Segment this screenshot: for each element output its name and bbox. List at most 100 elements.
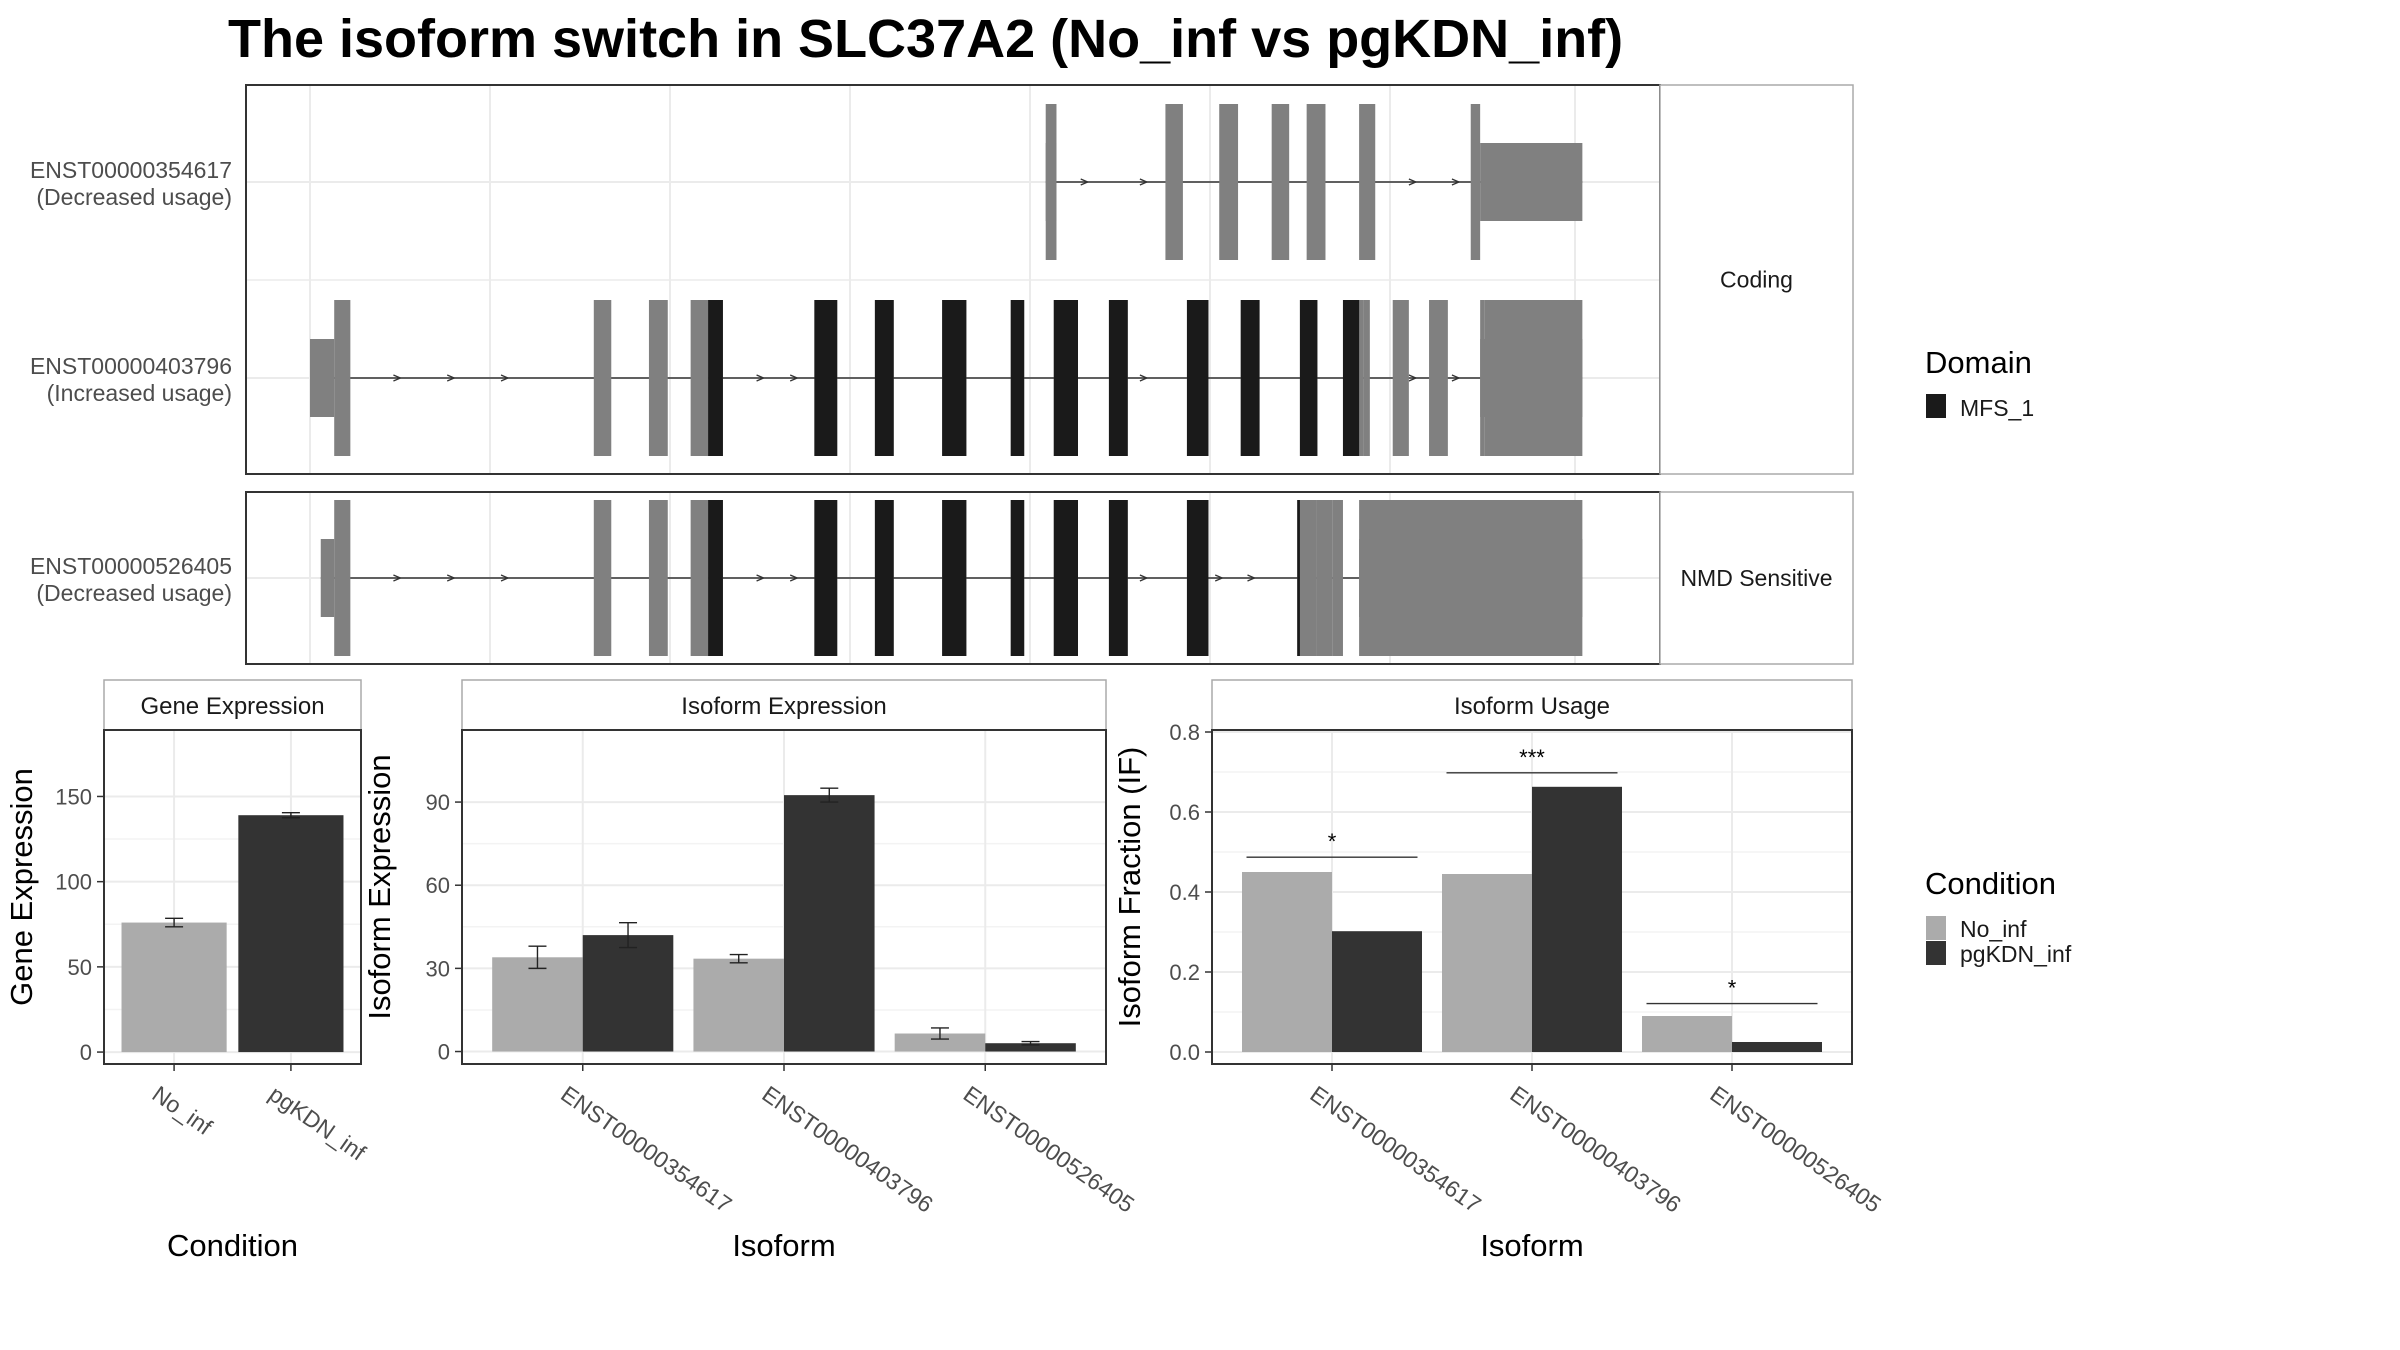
- exon-block: [648, 500, 668, 656]
- transcript-usage-label: (Increased usage): [47, 380, 232, 406]
- exon-block: [690, 500, 709, 656]
- domain-block-mfs1: [814, 300, 838, 456]
- direction-arrow: [1139, 574, 1149, 582]
- bar-enst00000354617: [1332, 931, 1422, 1052]
- domain-block-mfs1: [1053, 300, 1078, 456]
- direction-arrow: [789, 374, 799, 382]
- transcript-usage-label: (Decreased usage): [36, 580, 232, 606]
- x-tick-label: ENST00000526405: [959, 1081, 1139, 1218]
- domain-block-mfs1: [708, 300, 723, 456]
- domain-block-mfs1: [942, 500, 967, 656]
- x-axis-title: Condition: [167, 1228, 298, 1263]
- chart-title: Gene Expression: [140, 693, 324, 720]
- direction-arrow: [789, 574, 799, 582]
- utr-block: [320, 539, 335, 617]
- exon-block: [1429, 300, 1448, 456]
- facet-strip: [1659, 84, 1854, 475]
- exon-block: [334, 300, 351, 456]
- exon-block: [1359, 500, 1583, 656]
- bar-enst00000403796: [784, 795, 875, 1052]
- significance-label: *: [1328, 829, 1337, 854]
- exon-block: [1299, 500, 1317, 656]
- facet-strip-label: Coding: [1720, 267, 1793, 293]
- x-tick-label: ENST00000403796: [757, 1081, 937, 1218]
- y-tick-label: 90: [426, 790, 450, 815]
- plot-panel-border: [103, 729, 362, 1065]
- y-tick-label: 60: [426, 873, 450, 898]
- condition-legend-title: Condition: [1925, 866, 2056, 901]
- domain-block-mfs1: [1108, 300, 1128, 456]
- exon-block: [1306, 104, 1326, 260]
- exon-block: [1484, 300, 1583, 456]
- bar-enst00000354617: [582, 935, 674, 1052]
- domain-block-mfs1: [942, 300, 967, 456]
- bar-enst00000354617: [1242, 872, 1332, 1052]
- direction-arrow: [1451, 374, 1461, 382]
- exon-block: [1271, 104, 1290, 260]
- domain-block-mfs1: [814, 500, 838, 656]
- direction-arrow: [1214, 574, 1224, 582]
- bar-chart-isoform-expression: Isoform Expression 0 30 60 90 ENST00000354617…: [362, 679, 1139, 1263]
- bar-enst00000526405: [894, 1033, 986, 1052]
- legends: Domain MFS_1 Condition No_inf pgKDN_inf: [1925, 345, 2072, 967]
- domain-block-mfs1: [1299, 300, 1318, 456]
- direction-arrow: [1408, 178, 1418, 186]
- direction-arrow: [500, 374, 510, 382]
- bar-enst00000354617: [492, 957, 583, 1052]
- exon-block: [1470, 104, 1481, 260]
- domain-block-mfs1: [1186, 300, 1209, 456]
- legend-swatch-mfs1: [1926, 394, 1946, 418]
- direction-arrow: [1408, 374, 1418, 382]
- x-tick-label: ENST00000354617: [556, 1081, 736, 1218]
- domain-block-mfs1: [874, 500, 894, 656]
- figure-title: The isoform switch in SLC37A2 (No_inf vs…: [228, 9, 1623, 69]
- domain-block-mfs1: [1010, 500, 1025, 656]
- exon-block: [648, 300, 668, 456]
- expression-bar-charts: Gene Expression 0 50 100 150 No_inf pgKDN_inf C…: [4, 679, 1886, 1263]
- transcript-id-label: ENST00000354617: [30, 157, 232, 183]
- direction-arrow: [393, 574, 403, 582]
- domain-legend-title: Domain: [1925, 345, 2032, 380]
- y-tick-label: 0.6: [1169, 800, 1200, 825]
- chart-title: Isoform Usage: [1454, 693, 1610, 720]
- exon-block: [1359, 104, 1376, 260]
- exon-block: [1316, 500, 1333, 656]
- x-axis-title: Isoform: [1480, 1228, 1583, 1263]
- y-axis-title: Isoform Expression: [362, 754, 397, 1019]
- facet-strip: [1659, 491, 1854, 665]
- y-tick-label: 0.4: [1169, 880, 1200, 905]
- transcript-id-label: ENST00000526405: [30, 553, 232, 579]
- y-axis-title: Isoform Fraction (IF): [1112, 747, 1147, 1028]
- y-tick-label: 100: [55, 870, 92, 895]
- y-tick-label: 0.2: [1169, 960, 1200, 985]
- bar-chart-isoform-usage: Isoform Usage*****0.00.20.40.60.8ENST000…: [1112, 679, 1886, 1263]
- direction-arrow: [1139, 374, 1149, 382]
- direction-arrow: [1451, 178, 1461, 186]
- legend-label-mfs1: MFS_1: [1960, 395, 2034, 421]
- direction-arrow: [1080, 178, 1090, 186]
- legend-label-no-inf: No_inf: [1960, 916, 2027, 942]
- domain-block-mfs1: [1010, 300, 1025, 456]
- y-tick-label: 0.8: [1169, 720, 1200, 745]
- exon-block: [1363, 300, 1370, 456]
- direction-arrow: [756, 574, 766, 582]
- domain-block-mfs1: [708, 500, 723, 656]
- exon-block: [1332, 500, 1343, 656]
- chart-title: Isoform Expression: [681, 693, 886, 720]
- domain-block-mfs1: [1053, 500, 1078, 656]
- bar-enst00000403796: [693, 958, 784, 1052]
- bar-enst00000526405: [1732, 1042, 1822, 1052]
- bar-no_inf: [121, 922, 227, 1053]
- exon-block: [334, 500, 351, 656]
- y-tick-label: 50: [68, 955, 92, 980]
- bar-enst00000403796: [1442, 874, 1532, 1052]
- y-axis-title: Gene Expression: [4, 768, 39, 1006]
- y-tick-label: 0.0: [1169, 1040, 1200, 1065]
- utr-block: [1480, 143, 1583, 221]
- transcript-id-label: ENST00000403796: [30, 353, 232, 379]
- exon-block: [1165, 104, 1183, 260]
- x-tick-label: pgKDN_inf: [264, 1081, 371, 1166]
- domain-block-mfs1: [1186, 500, 1209, 656]
- direction-arrow: [756, 374, 766, 382]
